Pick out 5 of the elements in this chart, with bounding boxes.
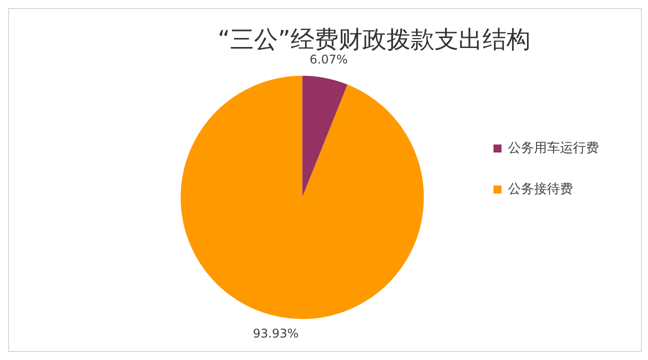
data-label: 93.93%	[252, 326, 299, 341]
legend-label: 公务用车运行费	[508, 140, 599, 156]
chart-title: “三公”经费财政拨款支出结构	[218, 26, 530, 54]
data-label: 6.07%	[310, 52, 348, 66]
legend-label: 公务接待费	[508, 182, 573, 197]
